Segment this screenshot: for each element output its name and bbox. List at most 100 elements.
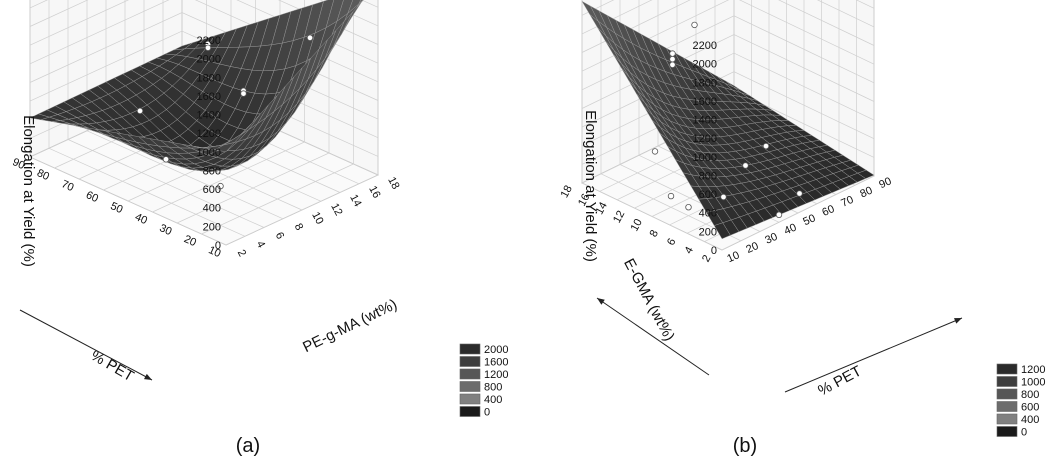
response-surface [581,1,875,240]
legend-swatch [996,426,1018,437]
z-tick-label: 400 [699,208,717,220]
y-tick-label: 6 [273,230,286,241]
panel-caption: (b) [733,435,757,457]
x-tick-label: 40 [782,222,798,238]
y-tick-label: 4 [254,239,267,250]
legend-label: 1000 [1021,377,1045,389]
legend-label: 2000 [484,344,508,356]
y-axis-arrow [596,297,710,376]
z-tick-label: 1000 [693,152,717,164]
legend-swatch [996,363,1018,375]
data-point [667,192,675,200]
legend-swatch [996,401,1018,412]
z-tick-label: 1800 [197,72,221,84]
z-tick-label: 600 [203,184,221,196]
tick-labels: 0200400600800100012001400160018002000220… [10,35,401,260]
data-point [685,203,692,211]
legend-label: 800 [1021,389,1039,401]
z-tick-label: 1600 [197,91,221,103]
z-tick-label: 1800 [693,77,717,89]
chart-panel-a: 0200400600800100012001400160018002000220… [10,0,508,457]
y-axis-title: E-GMA (wt%) [620,256,678,344]
chart-panel-b: 0200400600800100012001400160018002000220… [559,0,1045,457]
surface-cell [214,142,235,153]
data-point [762,142,770,150]
data-point [669,50,676,57]
grid-line-z [581,0,875,35]
x-axis-arrow-head [144,373,152,380]
z-axis-title: Elongation at Yield (%) [20,115,37,267]
x-tick-label: 60 [820,203,836,219]
y-axis-arrow-head [597,298,605,305]
legend-label: 1200 [1021,364,1045,376]
z-tick-label: 1600 [693,96,717,108]
grid-line-y [721,0,875,251]
legend-label: 400 [484,394,502,406]
grid-line-y [86,0,284,220]
z-axis-title: Elongation at Yield (%) [582,110,599,262]
z-tick-label: 600 [699,189,717,201]
y-tick-label: 2 [700,253,713,264]
z-tick-label: 1000 [197,147,221,159]
y-tick-label: 8 [292,222,305,233]
z-tick-label: 800 [699,171,717,183]
z-tick-label: 2200 [197,35,221,47]
data-points [651,21,803,218]
legend-label: 1200 [484,369,508,381]
x-axis-arrow [784,317,963,393]
x-axis-arrow [19,309,153,381]
legend-label: 400 [1021,414,1039,426]
x-tick-label: 30 [157,222,173,238]
data-point [669,56,676,63]
x-tick-label: 20 [744,240,760,256]
z-tick-label: 400 [203,203,221,215]
legend-swatch [996,413,1018,425]
data-point [306,34,314,41]
legend-swatch [459,368,481,380]
data-point [775,211,783,218]
y-tick-label: 14 [347,193,363,209]
panel-caption: (a) [236,435,260,457]
z-tick-label: 2000 [693,59,717,71]
z-tick-label: 0 [215,240,221,252]
x-tick-label: 90 [10,156,26,172]
x-tick-label: 70 [839,194,855,210]
x-tick-label: 80 [35,167,51,183]
z-tick-label: 2000 [197,54,221,66]
legend-swatch [459,406,481,417]
y-tick-label: 2 [235,248,248,259]
x-tick-label: 30 [763,231,779,247]
x-tick-label: 70 [59,178,75,194]
legend-swatch [459,343,481,355]
z-tick-label: 2200 [693,40,717,52]
data-points [136,34,314,190]
y-tick-label: 8 [648,228,661,239]
x-tick-label: 20 [182,233,198,249]
y-tick-label: 14 [594,200,610,216]
data-point [162,156,170,163]
z-tick-label: 1400 [693,115,717,127]
y-tick-label: 18 [559,183,575,199]
y-tick-label: 12 [611,209,627,225]
x-tick-label: 10 [725,249,741,265]
y-axis-title: PE-g-MA (wt%) [300,296,400,356]
z-tick-label: 1200 [197,128,221,140]
x-tick-label: 60 [84,189,100,205]
legend-swatch [459,381,481,392]
grid-line-y [67,0,265,228]
legend-label: 1600 [484,357,508,369]
legend-label: 0 [484,407,490,419]
legend-swatch [459,356,481,367]
grid-line-z [581,0,875,53]
data-point [691,21,698,29]
data-point [136,107,144,115]
data-point [240,90,247,97]
z-tick-label: 1200 [693,133,717,145]
y-tick-label: 12 [328,201,344,217]
data-point [204,44,212,51]
z-tick-label: 200 [699,226,717,238]
y-tick-label: 10 [309,210,325,226]
legend-label: 0 [1021,427,1027,439]
